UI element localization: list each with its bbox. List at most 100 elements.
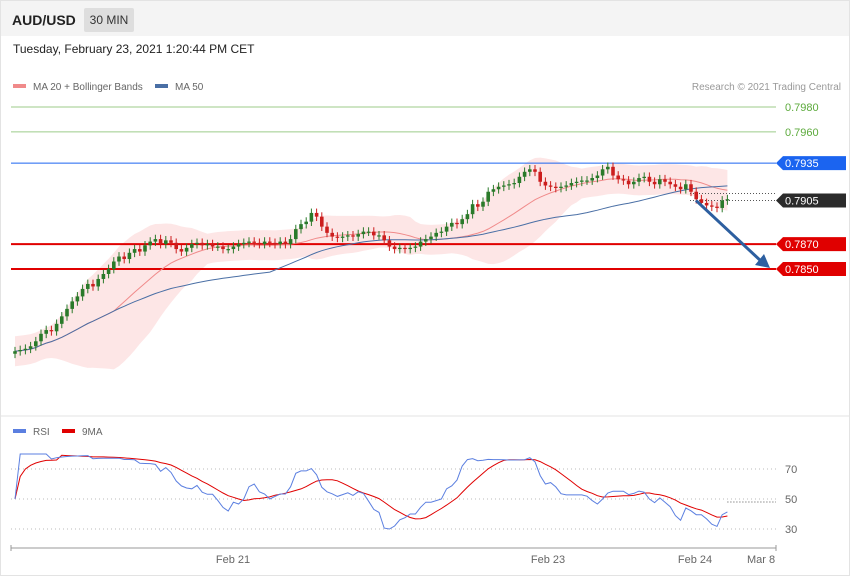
candle-body xyxy=(715,206,719,208)
candle-body xyxy=(335,236,340,238)
x-tick-label: Feb 24 xyxy=(678,554,712,566)
level-label-0.7960: 0.7960 xyxy=(785,127,819,139)
bollinger-band-fill xyxy=(15,157,728,370)
candle-body xyxy=(28,346,33,349)
credit-text: Research © 2021 Trading Central xyxy=(692,82,841,93)
candle-body xyxy=(569,183,574,186)
ma20-legend-swatch xyxy=(13,84,26,88)
candle-body xyxy=(699,199,704,203)
candle-body xyxy=(507,184,511,186)
candle-body xyxy=(221,246,225,250)
candle-body xyxy=(512,183,516,185)
candle-body xyxy=(340,236,345,238)
candle-body xyxy=(564,185,568,187)
candle-body xyxy=(117,256,121,262)
candle-body xyxy=(663,179,667,182)
candle-body xyxy=(195,242,199,245)
symbol-label: AUD/USD xyxy=(12,12,76,28)
level-label-0.7850: 0.7850 xyxy=(785,264,819,276)
candle-body xyxy=(398,247,402,250)
candle-body xyxy=(49,330,54,332)
level-label-0.7980: 0.7980 xyxy=(785,102,819,114)
candle-body xyxy=(101,273,106,279)
candle-body xyxy=(346,235,350,237)
candle-body xyxy=(444,226,449,232)
candle-body xyxy=(148,241,152,246)
candle-body xyxy=(91,283,95,287)
candle-body xyxy=(304,221,308,225)
candle-body xyxy=(174,242,178,250)
candle-body xyxy=(231,246,236,250)
level-label-0.7905: 0.7905 xyxy=(785,195,819,207)
candle-body xyxy=(216,246,220,248)
ma50-legend-swatch xyxy=(155,84,168,88)
candle-body xyxy=(273,242,277,245)
candle-body xyxy=(642,176,646,179)
candle-body xyxy=(626,180,631,185)
ma50-line xyxy=(14,185,728,352)
candle-body xyxy=(481,201,485,207)
candle-body xyxy=(23,348,28,350)
candle-body xyxy=(377,235,381,237)
candle-body xyxy=(611,166,615,176)
candle-body xyxy=(678,186,683,190)
candle-body xyxy=(554,186,558,188)
candle-body xyxy=(252,241,256,243)
candle-body xyxy=(184,247,189,252)
rsi-ma-legend-swatch xyxy=(62,429,75,433)
candle-body xyxy=(595,175,600,179)
candle-body xyxy=(439,231,444,233)
level-tag-0.7850 xyxy=(776,262,846,276)
candle-body xyxy=(450,222,454,227)
candle-body xyxy=(236,244,241,247)
candle-body xyxy=(408,247,412,250)
candle-body xyxy=(538,171,542,182)
candle-body xyxy=(392,246,397,250)
candle-body xyxy=(684,184,688,190)
candle-body xyxy=(112,261,116,269)
level-label-0.7870: 0.7870 xyxy=(785,239,819,251)
chart-header: AUD/USD 30 MIN xyxy=(1,1,849,36)
candle-body xyxy=(60,316,64,324)
ma50-legend-label: MA 50 xyxy=(175,82,204,93)
candle-body xyxy=(164,240,168,245)
candle-body xyxy=(330,232,334,237)
candle-body xyxy=(294,229,298,240)
candle-body xyxy=(106,269,111,274)
candle-body xyxy=(460,219,464,225)
rsi-line xyxy=(14,453,728,530)
candle-body xyxy=(637,178,641,182)
candle-body xyxy=(548,185,553,187)
candle-body xyxy=(632,181,636,185)
candle-body xyxy=(647,176,652,182)
candle-body xyxy=(668,181,672,185)
candle-body xyxy=(325,226,329,233)
candle-body xyxy=(309,212,314,222)
candle-body xyxy=(13,351,17,354)
candle-body xyxy=(429,236,433,240)
forecast-arrowhead xyxy=(755,254,770,268)
candle-body xyxy=(424,239,428,242)
candle-body xyxy=(351,235,355,237)
candle-body xyxy=(283,241,288,245)
candle-body xyxy=(694,191,698,200)
candle-body xyxy=(70,301,74,309)
candle-body xyxy=(413,246,418,248)
candle-body xyxy=(606,166,610,170)
candle-body xyxy=(600,169,605,176)
ma20-line xyxy=(14,178,728,352)
candle-body xyxy=(127,252,132,260)
timeframe-button[interactable]: 30 MIN xyxy=(84,8,134,32)
level-label-0.7935: 0.7935 xyxy=(785,158,819,170)
candle-body xyxy=(356,234,360,237)
candle-body xyxy=(18,350,22,352)
candle-body xyxy=(314,212,319,217)
candle-body xyxy=(366,231,371,233)
candle-body xyxy=(689,184,693,192)
candle-body xyxy=(320,216,324,227)
candle-body xyxy=(652,181,657,185)
candle-body xyxy=(710,205,714,207)
candle-body xyxy=(725,199,730,201)
level-tag-0.7870 xyxy=(776,237,846,252)
candle-body xyxy=(720,200,724,208)
